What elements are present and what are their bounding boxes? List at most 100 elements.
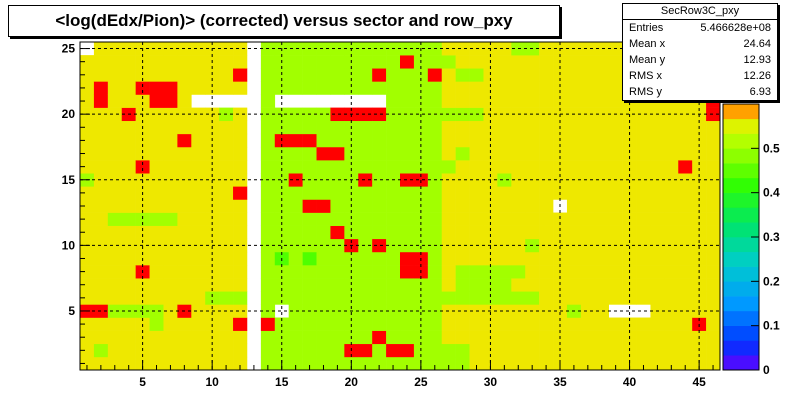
heatmap-cell — [636, 343, 651, 358]
heatmap-cell — [580, 291, 596, 305]
heatmap-cell — [330, 173, 345, 187]
heatmap-cell — [274, 81, 289, 95]
heatmap-cell — [358, 278, 373, 292]
heatmap-cell — [107, 186, 123, 200]
heatmap-cell — [372, 68, 387, 82]
heatmap-cell — [539, 278, 554, 292]
heatmap-cell — [692, 160, 707, 174]
heatmap-cell — [288, 42, 303, 56]
heatmap-cell — [400, 186, 415, 200]
heatmap-cell — [205, 81, 220, 95]
heatmap-cell — [413, 94, 429, 108]
heatmap-cell — [413, 81, 429, 95]
x-tick-label: 40 — [623, 375, 637, 389]
heatmap-cell — [650, 330, 665, 345]
heatmap-cell — [233, 238, 248, 253]
heatmap-cell — [441, 186, 456, 200]
heatmap-cell — [706, 107, 721, 122]
heatmap-cell — [107, 68, 123, 82]
heatmap-cell — [191, 107, 206, 122]
heatmap-cell — [163, 68, 178, 82]
heatmap-cell — [93, 199, 109, 213]
heatmap-cell — [678, 343, 693, 358]
heatmap-cell — [608, 133, 623, 148]
heatmap-cell — [274, 160, 289, 174]
heatmap-cell — [650, 291, 665, 305]
palette-swatch — [723, 296, 759, 312]
heatmap-cell — [427, 265, 443, 279]
heatmap-cell — [455, 291, 470, 305]
heatmap-cell — [413, 291, 429, 305]
heatmap-cell — [260, 356, 276, 371]
heatmap-cell — [580, 251, 596, 266]
heatmap-cell — [358, 265, 373, 279]
heatmap-cell — [149, 265, 164, 279]
heatmap-cell — [427, 317, 443, 331]
heatmap-cell — [358, 291, 373, 305]
palette-swatch — [723, 251, 759, 267]
heatmap-cell — [553, 291, 568, 305]
heatmap-cell — [594, 238, 609, 253]
heatmap-cell — [288, 291, 303, 305]
heatmap-cell — [93, 173, 109, 187]
heatmap-cell — [539, 356, 554, 371]
heatmap-cell — [302, 291, 317, 305]
heatmap-cell — [497, 251, 512, 266]
heatmap-cell — [400, 278, 415, 292]
heatmap-cell — [469, 225, 484, 240]
heatmap-cell — [386, 225, 401, 240]
heatmap-cell — [511, 330, 526, 345]
stats-entries-label: Entries — [629, 22, 664, 34]
heatmap-cell — [372, 343, 387, 358]
heatmap-cell — [622, 146, 637, 161]
heatmap-cell — [469, 55, 484, 69]
heatmap-cell — [288, 120, 303, 135]
heatmap-cell — [706, 160, 721, 174]
heatmap-cell — [650, 212, 665, 226]
heatmap-cell — [706, 146, 721, 161]
heatmap-cell — [497, 278, 512, 292]
heatmap-cell — [358, 173, 373, 187]
heatmap-cell — [80, 317, 95, 331]
heatmap-cell — [80, 94, 95, 108]
heatmap-cell — [413, 212, 429, 226]
heatmap-cell — [441, 146, 456, 161]
heatmap-cell — [330, 42, 345, 56]
stats-title: SecRow3C_pxy — [623, 4, 777, 20]
heatmap-cell — [121, 55, 136, 69]
heatmap-cell — [511, 251, 526, 266]
heatmap-cell — [219, 120, 234, 135]
heatmap-cell — [288, 160, 303, 174]
heatmap-cell — [163, 94, 178, 108]
heatmap-cell — [358, 186, 373, 200]
heatmap-cell — [330, 251, 345, 266]
heatmap-cell — [330, 356, 345, 371]
heatmap-cell — [511, 265, 526, 279]
heatmap-cell — [163, 356, 178, 371]
heatmap-cell — [566, 265, 582, 279]
heatmap-cell — [358, 107, 373, 122]
heatmap-cell — [191, 278, 206, 292]
heatmap-cell — [511, 94, 526, 108]
heatmap-cell — [191, 343, 206, 358]
heatmap-cell — [260, 68, 276, 82]
heatmap-cell — [455, 55, 470, 69]
heatmap-cell — [149, 42, 164, 56]
heatmap-cell — [121, 186, 136, 200]
heatmap-cell — [107, 238, 123, 253]
heatmap-cell — [372, 238, 387, 253]
heatmap-cell — [566, 330, 582, 345]
heatmap-cell — [288, 81, 303, 95]
heatmap-cell — [302, 199, 317, 213]
heatmap-cell — [288, 199, 303, 213]
heatmap-cell — [539, 55, 554, 69]
heatmap-cell — [580, 317, 596, 331]
heatmap-cell — [93, 265, 109, 279]
heatmap-cell — [706, 330, 721, 345]
heatmap-cell — [636, 107, 651, 122]
heatmap-cell — [163, 133, 178, 148]
heatmap-cell — [427, 94, 443, 108]
heatmap-cell — [177, 251, 192, 266]
heatmap-cell — [107, 146, 123, 161]
heatmap-cell — [80, 146, 95, 161]
